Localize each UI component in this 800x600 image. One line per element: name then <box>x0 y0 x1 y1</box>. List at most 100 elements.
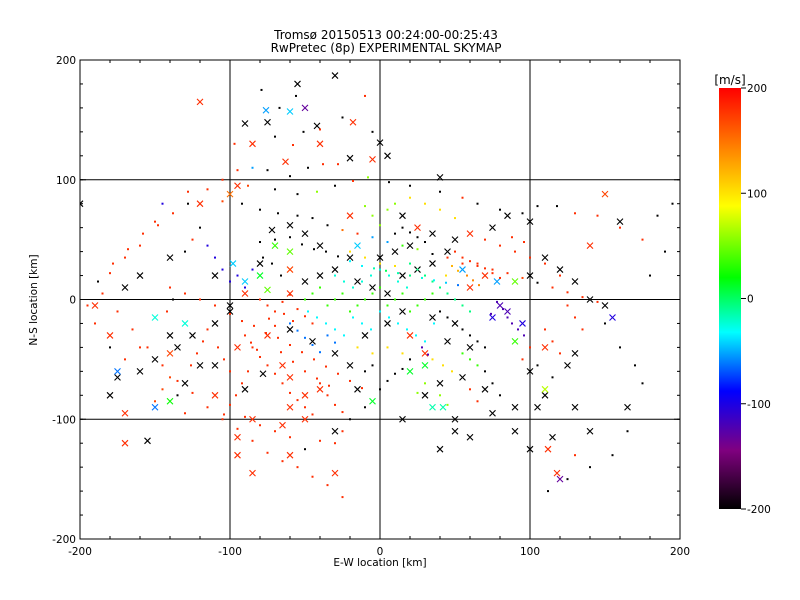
data-point-dot <box>469 358 471 361</box>
data-point-cross <box>354 385 361 393</box>
data-point-dot <box>311 292 314 295</box>
data-point-dot <box>386 208 389 211</box>
data-point-cross <box>354 278 361 285</box>
data-point-dot <box>416 248 419 251</box>
data-point-dot <box>386 346 389 349</box>
data-point-cross <box>466 344 474 351</box>
data-point-cross <box>241 278 249 285</box>
data-point-cross <box>544 445 552 453</box>
data-point-cross <box>226 302 234 309</box>
data-point-dot <box>101 292 104 295</box>
data-point-cross <box>601 302 609 309</box>
data-point-dot <box>371 352 374 355</box>
data-point-cross <box>436 445 444 453</box>
data-point-dot <box>259 424 261 427</box>
data-point-dot <box>109 346 111 349</box>
data-point-dot <box>326 334 329 337</box>
data-point-dot <box>496 300 498 303</box>
data-point-cross <box>429 314 436 321</box>
data-point-cross <box>316 140 324 148</box>
data-point-dot <box>484 238 486 241</box>
y-tick-label: 200 <box>56 55 76 67</box>
data-point-dot <box>116 310 119 313</box>
data-point-cross <box>268 226 276 234</box>
data-point-dot <box>364 205 366 208</box>
data-point-dot <box>367 176 369 179</box>
data-point-dot <box>221 418 224 421</box>
data-point-dot <box>409 184 411 187</box>
data-point-dot <box>281 382 284 385</box>
data-point-dot <box>371 130 374 133</box>
data-point-dot <box>484 370 486 373</box>
data-point-dot <box>551 286 554 289</box>
data-point-dot <box>491 382 494 385</box>
data-point-dot <box>406 328 408 331</box>
data-point-cross <box>226 308 234 315</box>
data-point-cross <box>249 140 256 148</box>
data-point-cross <box>526 218 534 226</box>
data-point-cross <box>234 344 241 351</box>
colorbar-tick-label: 200 <box>747 83 767 95</box>
data-point-dot <box>361 322 363 325</box>
data-point-cross <box>301 278 309 285</box>
data-point-cross <box>391 248 399 255</box>
data-point-dot <box>379 268 381 271</box>
data-point-dot <box>221 200 224 203</box>
data-point-dot <box>131 328 134 331</box>
colorbar-tick-label: -200 <box>747 504 771 516</box>
data-point-dot <box>334 298 336 301</box>
data-point-cross <box>264 286 271 294</box>
colorbar-label: [m/s] <box>714 73 745 87</box>
x-tick-label: 100 <box>520 546 540 558</box>
data-point-cross <box>399 308 406 315</box>
data-point-dot <box>361 387 363 390</box>
data-point-dot <box>325 250 327 253</box>
data-point-dot <box>274 430 276 433</box>
data-point-cross <box>271 242 279 250</box>
data-point-cross <box>429 230 436 238</box>
data-point-dot <box>296 193 299 196</box>
data-point-cross <box>309 338 316 345</box>
data-point-dot <box>154 400 156 403</box>
data-point-cross <box>519 320 526 327</box>
data-point-dot <box>334 341 336 344</box>
data-point-cross <box>241 290 249 297</box>
data-point-dot <box>490 312 492 315</box>
y-tick-label: 0 <box>69 295 76 307</box>
data-point-dot <box>521 358 524 361</box>
data-point-dot <box>611 454 614 457</box>
data-point-dot <box>401 226 404 229</box>
data-point-dot <box>311 322 314 325</box>
data-point-dot <box>334 403 336 406</box>
data-point-cross <box>586 427 594 435</box>
data-point-cross <box>331 266 339 273</box>
data-point-dot <box>476 264 479 267</box>
data-point-dot <box>424 298 426 301</box>
data-point-dot <box>394 298 396 301</box>
data-point-dot <box>229 403 231 406</box>
data-point-dot <box>388 316 390 319</box>
data-point-dot <box>379 310 381 313</box>
data-point-dot <box>241 320 243 323</box>
data-point-dot <box>341 292 344 295</box>
data-point-cross <box>331 349 339 357</box>
colorbar-tick-label: -100 <box>747 399 771 411</box>
data-point-cross <box>601 190 609 198</box>
data-point-dot <box>472 279 474 282</box>
data-point-dot <box>394 232 396 235</box>
data-point-cross <box>286 451 294 459</box>
data-point-dot <box>416 268 419 271</box>
data-point-cross <box>166 254 174 261</box>
data-point-dot <box>476 364 479 367</box>
data-point-dot <box>457 269 459 272</box>
data-point-dot <box>596 214 599 217</box>
data-point-cross <box>294 80 301 88</box>
data-point-cross <box>241 385 249 393</box>
data-point-cross <box>369 397 376 405</box>
data-point-cross <box>136 367 144 375</box>
data-point-dot <box>371 292 374 295</box>
data-point-dot <box>511 322 513 325</box>
data-point-cross <box>399 415 406 423</box>
data-point-dot <box>223 413 225 416</box>
data-point-cross <box>286 290 294 297</box>
